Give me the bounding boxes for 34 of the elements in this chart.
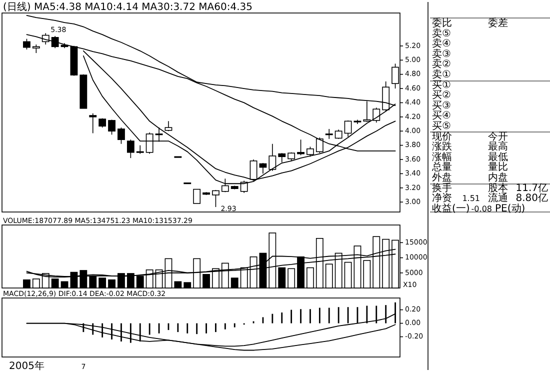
text: 买⑤: [432, 121, 451, 132]
text: 委差: [488, 17, 508, 29]
text: 买①: [432, 80, 451, 91]
text: 内盘: [488, 172, 508, 184]
text: 外盘: [432, 172, 452, 184]
text: 股本: [488, 182, 508, 194]
text: 卖③: [432, 48, 451, 60]
text: 1.51: [462, 194, 480, 204]
text: 总量: [431, 161, 452, 174]
text: 卖①: [432, 68, 451, 80]
text: 涨跌: [432, 140, 452, 153]
text: 换手: [432, 182, 452, 194]
text: 量比: [488, 161, 508, 174]
text: 今开: [488, 130, 508, 142]
text: 现价: [432, 130, 452, 142]
text: 卖②: [432, 58, 451, 70]
text: 卖⑤: [432, 27, 451, 40]
text: 委比: [432, 17, 452, 29]
text: 买③: [432, 100, 451, 112]
x-tick-label: 2005年: [9, 360, 44, 372]
text: 买④: [432, 110, 451, 122]
text: PE(动): [495, 203, 526, 214]
text: 流通: [488, 192, 508, 204]
text: 8.80亿: [516, 193, 548, 204]
text: -0.08: [471, 204, 492, 214]
text: 卖④: [432, 38, 451, 50]
text: 涨幅: [432, 150, 452, 163]
text: 最低: [488, 152, 508, 163]
text: 最高: [488, 140, 508, 153]
text: 11.7亿: [516, 182, 548, 194]
chart-title: (日线) MA5:4.38 MA10:4.14 MA30:3.72 MA60:4.35: [3, 1, 252, 13]
text: 净资: [432, 192, 452, 204]
text: 收益(一): [432, 202, 470, 214]
text: 买②: [432, 90, 451, 102]
